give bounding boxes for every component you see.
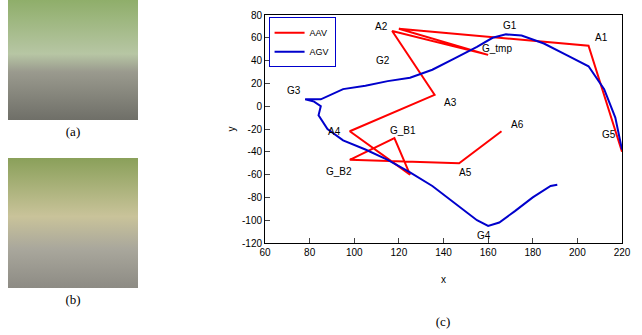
svg-text:A6: A6 <box>511 119 524 130</box>
svg-text:G_B2: G_B2 <box>326 166 352 177</box>
svg-text:0: 0 <box>256 101 262 112</box>
html-text:(c): (c) <box>435 314 451 329</box>
svg-text:20: 20 <box>251 78 263 89</box>
svg-text:160: 160 <box>480 247 497 258</box>
svg-text:-120: -120 <box>242 238 262 249</box>
svg-text:A5: A5 <box>459 167 472 178</box>
svg-text:-80: -80 <box>248 192 263 203</box>
svg-text:60: 60 <box>259 247 271 258</box>
svg-text:40: 40 <box>251 55 263 66</box>
svg-text:AGV: AGV <box>310 47 329 57</box>
svg-text:y: y <box>226 127 237 132</box>
svg-text:-20: -20 <box>248 124 263 135</box>
svg-text:180: 180 <box>524 247 541 258</box>
svg-text:G1: G1 <box>503 20 517 31</box>
svg-text:60: 60 <box>251 32 263 43</box>
html-text:(b): (b) <box>65 292 81 307</box>
svg-text:100: 100 <box>346 247 363 258</box>
svg-text:G4: G4 <box>477 230 491 241</box>
svg-text:80: 80 <box>251 10 263 21</box>
svg-text:220: 220 <box>614 247 631 258</box>
svg-text:G3: G3 <box>287 85 301 96</box>
svg-text:G2: G2 <box>376 55 390 66</box>
html-text:(a): (a) <box>65 124 81 139</box>
svg-text:-40: -40 <box>248 146 263 157</box>
svg-text:-100: -100 <box>242 215 262 226</box>
svg-text:x: x <box>441 274 446 285</box>
svg-text:A3: A3 <box>444 97 457 108</box>
svg-text:140: 140 <box>435 247 452 258</box>
svg-text:A1: A1 <box>595 32 608 43</box>
svg-text:G5: G5 <box>602 129 616 140</box>
svg-text:G_tmp: G_tmp <box>482 43 512 54</box>
svg-text:A4: A4 <box>328 126 341 137</box>
svg-text:200: 200 <box>569 247 586 258</box>
svg-text:A2: A2 <box>375 21 388 32</box>
svg-text:AAV: AAV <box>310 28 327 38</box>
svg-text:G_B1: G_B1 <box>390 125 416 136</box>
svg-text:-60: -60 <box>248 169 263 180</box>
svg-text:120: 120 <box>391 247 408 258</box>
svg-text:80: 80 <box>304 247 316 258</box>
